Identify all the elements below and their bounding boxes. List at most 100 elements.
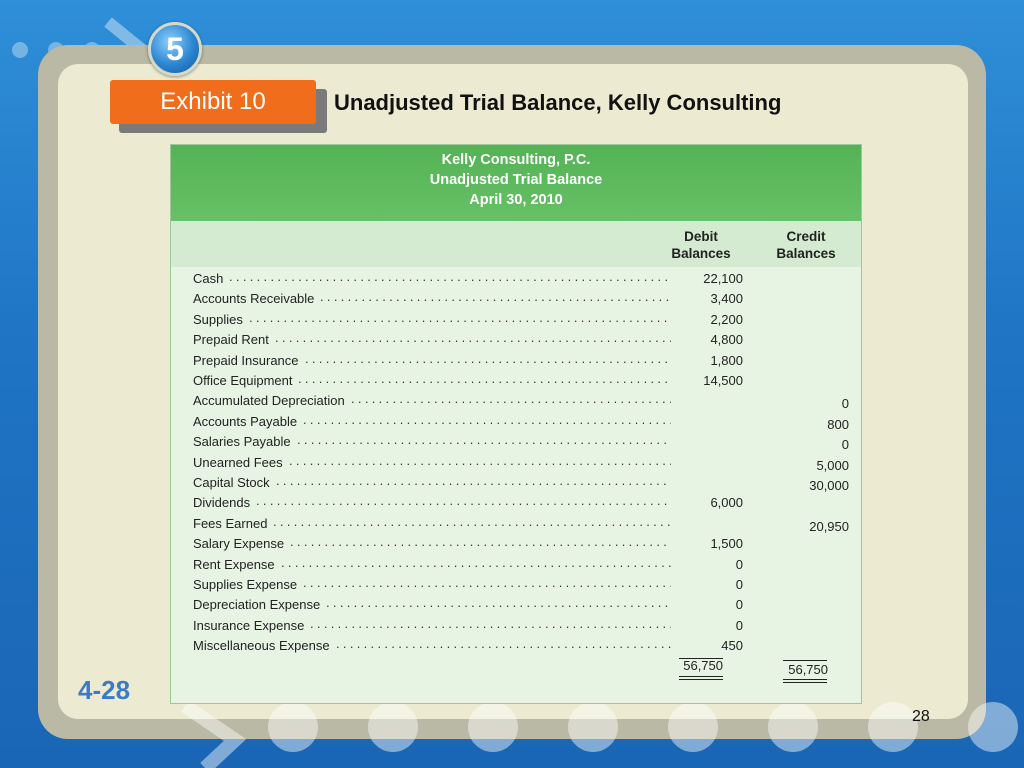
debit-balance: 0 [735,617,743,633]
decor-circle [268,702,318,752]
exhibit-tag: Exhibit 10 [110,80,316,124]
account-name: Fees Earned [193,515,268,531]
account-name: Accounts Receivable [193,291,315,307]
table-row: Rent Expense............................… [193,554,843,577]
table-row: Accumulated Depreciation................… [193,391,849,413]
leader-dots: ........................................… [256,493,671,509]
decor-circle [568,702,618,752]
leader-dots: ........................................… [305,350,671,366]
company-name: Kelly Consulting, P.C. [441,152,591,168]
table-row: Prepaid Rent............................… [193,330,843,352]
decor-circle [868,702,918,752]
debit-balance: 1,500 [710,536,743,552]
step-number: 5 [166,30,184,67]
account-name: Rent Expense [193,556,275,572]
debit-column-header: Debit Balances [656,228,746,262]
account-name: Accumulated Depreciation [193,393,345,409]
report-name: Unadjusted Trial Balance [429,172,603,188]
leader-dots: ........................................… [336,636,671,652]
debit-balance: 0 [735,556,743,572]
slide-code: 4-28 [78,675,131,705]
credit-balance: 0 [841,437,849,453]
debit-total-double-rule [679,676,723,680]
leader-dots: ........................................… [249,309,671,325]
account-name: Supplies [193,311,243,327]
debit-total: 56,750 [683,658,723,673]
leader-dots: ........................................… [290,534,671,550]
table-row: Dividends...............................… [193,493,843,515]
table-row: Office Equipment........................… [193,371,843,393]
leader-dots: ........................................… [281,554,671,570]
account-name: Capital Stock [193,475,270,490]
account-name: Depreciation Expense [193,597,321,613]
leader-dots: ........................................… [326,595,671,611]
account-name: Insurance Expense [193,617,305,633]
account-name: Supplies Expense [193,577,298,592]
table-row: Depreciation Expense....................… [193,595,843,617]
account-name: Accounts Payable [193,413,298,429]
credit-balance: 30,000 [809,478,849,493]
column-headers: Debit Balances Credit Balances [171,221,861,267]
leader-dots: ........................................… [229,269,671,284]
leader-dots: ........................................… [310,615,671,631]
table-row: Capital Stock...........................… [193,473,849,495]
decor-chevron-bottom [181,700,247,768]
account-name: Salaries Payable [193,434,291,450]
credit-header-line-1: Credit [786,229,826,244]
debit-balance: 3,400 [710,291,743,307]
account-name: Salary Expense [193,536,285,552]
table-row: Accounts Payable........................… [193,411,849,434]
slide-title: Unadjusted Trial Balance, Kelly Consulti… [334,90,782,115]
decor-circle [768,702,818,752]
account-name: Miscellaneous Expense [193,638,330,654]
credit-total: 56,750 [788,662,828,677]
debit-balance: 4,800 [710,332,743,348]
account-name: Prepaid Rent [193,332,269,348]
debit-balance: 22,100 [703,271,743,286]
table-row: Unearned Fees...........................… [193,452,849,475]
table-row: Accounts Receivable.....................… [193,289,843,311]
table-row: Supplies Expense........................… [193,575,843,597]
exhibit-label: Exhibit 10 [160,88,266,115]
account-name: Unearned Fees [193,454,283,470]
leader-dots: ........................................… [289,452,671,468]
leader-dots: ........................................… [351,391,671,407]
debit-total-rule [679,658,723,659]
debit-balance: 6,000 [710,495,743,511]
credit-header-line-2: Balances [776,246,836,261]
account-name: Cash [193,271,224,286]
leader-dots: ........................................… [275,330,671,346]
table-row: Miscellaneous Expense...................… [193,636,843,658]
decor-circle [668,702,718,752]
decor-circle [368,702,418,752]
table-row: Prepaid Insurance.......................… [193,350,843,373]
account-name: Prepaid Insurance [193,352,299,368]
debit-balance: 1,800 [710,352,743,368]
leader-dots: ........................................… [276,473,671,488]
credit-total-rule [783,660,827,661]
credit-balance: 800 [827,416,849,432]
trial-balance-table: Kelly Consulting, P.C. Unadjusted Trial … [170,144,862,704]
debit-balance: 0 [735,597,743,613]
credit-column-header: Credit Balances [761,228,851,262]
leader-dots: ........................................… [303,575,671,590]
decor-dot [12,42,28,58]
debit-header-line-2: Balances [671,246,731,261]
table-header: Kelly Consulting, P.C. Unadjusted Trial … [171,145,861,221]
leader-dots: ........................................… [297,432,671,448]
page-number: 28 [912,708,930,725]
step-number-badge: 5 [148,22,202,76]
debit-balance: 0 [735,577,743,592]
table-row: Salary Expense..........................… [193,534,843,556]
debit-balance: 14,500 [703,373,743,388]
decor-circle [968,702,1018,752]
leader-dots: ........................................… [273,513,671,529]
leader-dots: ........................................… [303,411,671,427]
leader-dots: ........................................… [298,371,671,386]
credit-balance: 0 [841,396,849,412]
credit-balance: 20,950 [809,518,849,534]
table-row: Salaries Payable........................… [193,432,849,454]
debit-header-line-1: Debit [684,229,718,244]
table-row: Fees Earned.............................… [193,513,849,536]
